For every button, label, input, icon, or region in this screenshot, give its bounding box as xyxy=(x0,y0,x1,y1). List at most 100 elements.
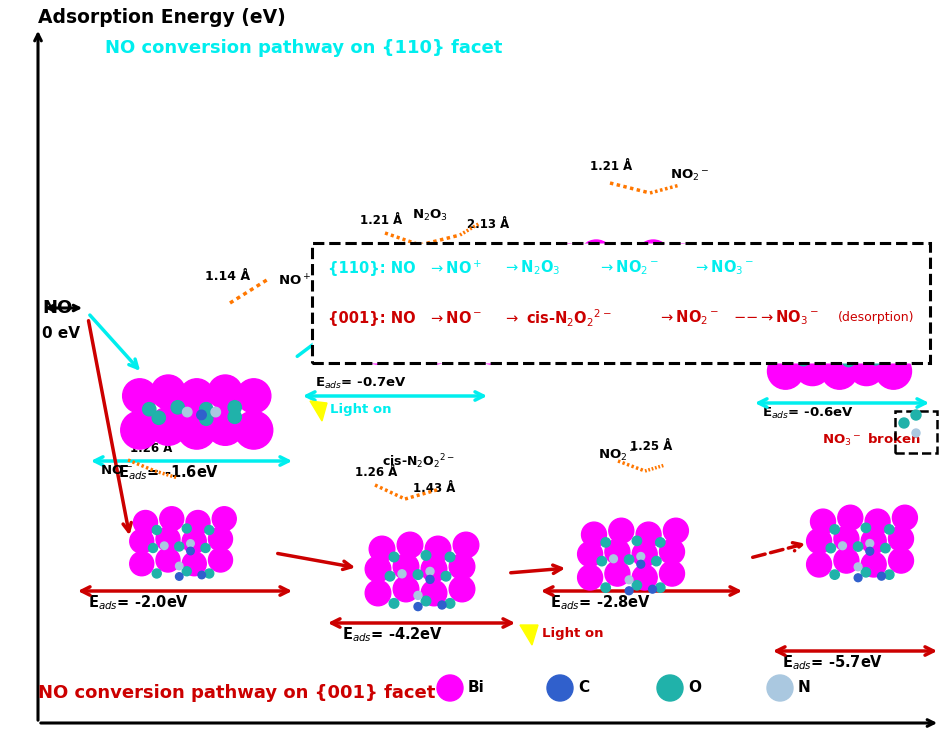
Circle shape xyxy=(852,350,862,359)
Circle shape xyxy=(842,354,854,367)
Circle shape xyxy=(421,557,446,582)
Circle shape xyxy=(182,552,206,576)
Circle shape xyxy=(180,379,213,413)
Text: Light on: Light on xyxy=(542,626,603,640)
Circle shape xyxy=(627,277,641,291)
Text: C: C xyxy=(578,681,588,695)
Circle shape xyxy=(797,353,809,366)
Circle shape xyxy=(864,509,889,534)
Circle shape xyxy=(546,675,572,701)
Text: E$_{ads}$= -0.7eV: E$_{ads}$= -0.7eV xyxy=(315,375,407,391)
Circle shape xyxy=(466,316,479,329)
Circle shape xyxy=(861,552,885,577)
Circle shape xyxy=(228,400,241,414)
Circle shape xyxy=(655,538,664,547)
Circle shape xyxy=(434,325,444,334)
Text: (desorption): (desorption) xyxy=(837,311,914,325)
Text: {110}: NO: {110}: NO xyxy=(327,261,415,276)
Circle shape xyxy=(415,326,453,364)
Circle shape xyxy=(853,542,862,551)
Circle shape xyxy=(123,379,157,413)
Circle shape xyxy=(388,290,423,324)
Circle shape xyxy=(625,587,632,594)
Text: $\rightarrow$NO$_2$$^-$: $\rightarrow$NO$_2$$^-$ xyxy=(657,308,719,328)
Circle shape xyxy=(655,583,664,592)
Circle shape xyxy=(175,562,183,570)
Circle shape xyxy=(368,536,394,562)
Circle shape xyxy=(365,580,390,606)
Circle shape xyxy=(441,571,450,581)
Circle shape xyxy=(385,571,394,581)
Circle shape xyxy=(627,267,641,281)
Circle shape xyxy=(212,507,236,531)
Circle shape xyxy=(805,528,831,554)
Circle shape xyxy=(868,343,881,356)
Circle shape xyxy=(448,577,474,602)
Circle shape xyxy=(636,553,644,560)
Circle shape xyxy=(393,554,418,580)
Text: N: N xyxy=(797,681,810,695)
Circle shape xyxy=(175,573,183,580)
Circle shape xyxy=(899,260,909,270)
Circle shape xyxy=(883,525,893,534)
Circle shape xyxy=(768,322,801,355)
Circle shape xyxy=(659,561,684,586)
Text: 2.13 Å: 2.13 Å xyxy=(466,218,508,231)
Text: E$_{ads}$= -4.2eV: E$_{ads}$= -4.2eV xyxy=(342,626,442,644)
Circle shape xyxy=(842,345,854,357)
Circle shape xyxy=(636,560,644,568)
Circle shape xyxy=(875,353,910,389)
Circle shape xyxy=(829,570,839,580)
Text: NO: NO xyxy=(42,299,72,317)
Text: N$_2$O$_3$: N$_2$O$_3$ xyxy=(411,208,447,223)
Circle shape xyxy=(821,353,857,389)
Circle shape xyxy=(634,272,671,311)
Text: $\rightarrow$NO$_2$$^-$: $\rightarrow$NO$_2$$^-$ xyxy=(597,259,659,277)
Circle shape xyxy=(605,539,629,564)
Circle shape xyxy=(210,407,220,417)
Circle shape xyxy=(187,539,194,548)
Circle shape xyxy=(201,543,209,553)
Circle shape xyxy=(186,510,209,534)
Circle shape xyxy=(360,293,394,328)
Circle shape xyxy=(160,507,184,531)
Circle shape xyxy=(187,548,194,555)
Circle shape xyxy=(853,563,862,571)
Circle shape xyxy=(548,276,586,314)
Circle shape xyxy=(550,244,585,278)
Circle shape xyxy=(208,527,232,551)
Circle shape xyxy=(445,599,454,609)
Circle shape xyxy=(607,244,642,278)
Circle shape xyxy=(183,407,191,417)
Circle shape xyxy=(891,505,917,531)
Circle shape xyxy=(577,272,615,311)
Text: 1.25 Å: 1.25 Å xyxy=(629,440,671,453)
Polygon shape xyxy=(520,625,538,645)
Circle shape xyxy=(149,543,157,553)
Text: $\rightarrow$NO$^+$: $\rightarrow$NO$^+$ xyxy=(427,259,482,276)
Circle shape xyxy=(847,350,883,386)
Circle shape xyxy=(635,522,661,547)
Circle shape xyxy=(388,599,398,609)
Circle shape xyxy=(884,253,894,263)
Circle shape xyxy=(420,322,429,332)
Circle shape xyxy=(156,548,180,572)
Circle shape xyxy=(910,410,920,420)
Circle shape xyxy=(610,272,620,282)
Text: $\rightarrow$ cis-N$_2$O$_2$$^{2-}$: $\rightarrow$ cis-N$_2$O$_2$$^{2-}$ xyxy=(503,308,611,328)
Circle shape xyxy=(887,548,913,573)
Circle shape xyxy=(387,322,425,360)
Circle shape xyxy=(196,410,206,420)
Text: Light on: Light on xyxy=(329,403,391,417)
Bar xyxy=(311,243,929,363)
Circle shape xyxy=(883,570,893,580)
Circle shape xyxy=(663,518,687,543)
Circle shape xyxy=(389,326,403,340)
Circle shape xyxy=(182,567,191,576)
Circle shape xyxy=(833,548,858,573)
Circle shape xyxy=(877,572,884,580)
Circle shape xyxy=(577,542,602,567)
Circle shape xyxy=(829,525,839,534)
Circle shape xyxy=(393,577,418,602)
Circle shape xyxy=(805,552,831,577)
